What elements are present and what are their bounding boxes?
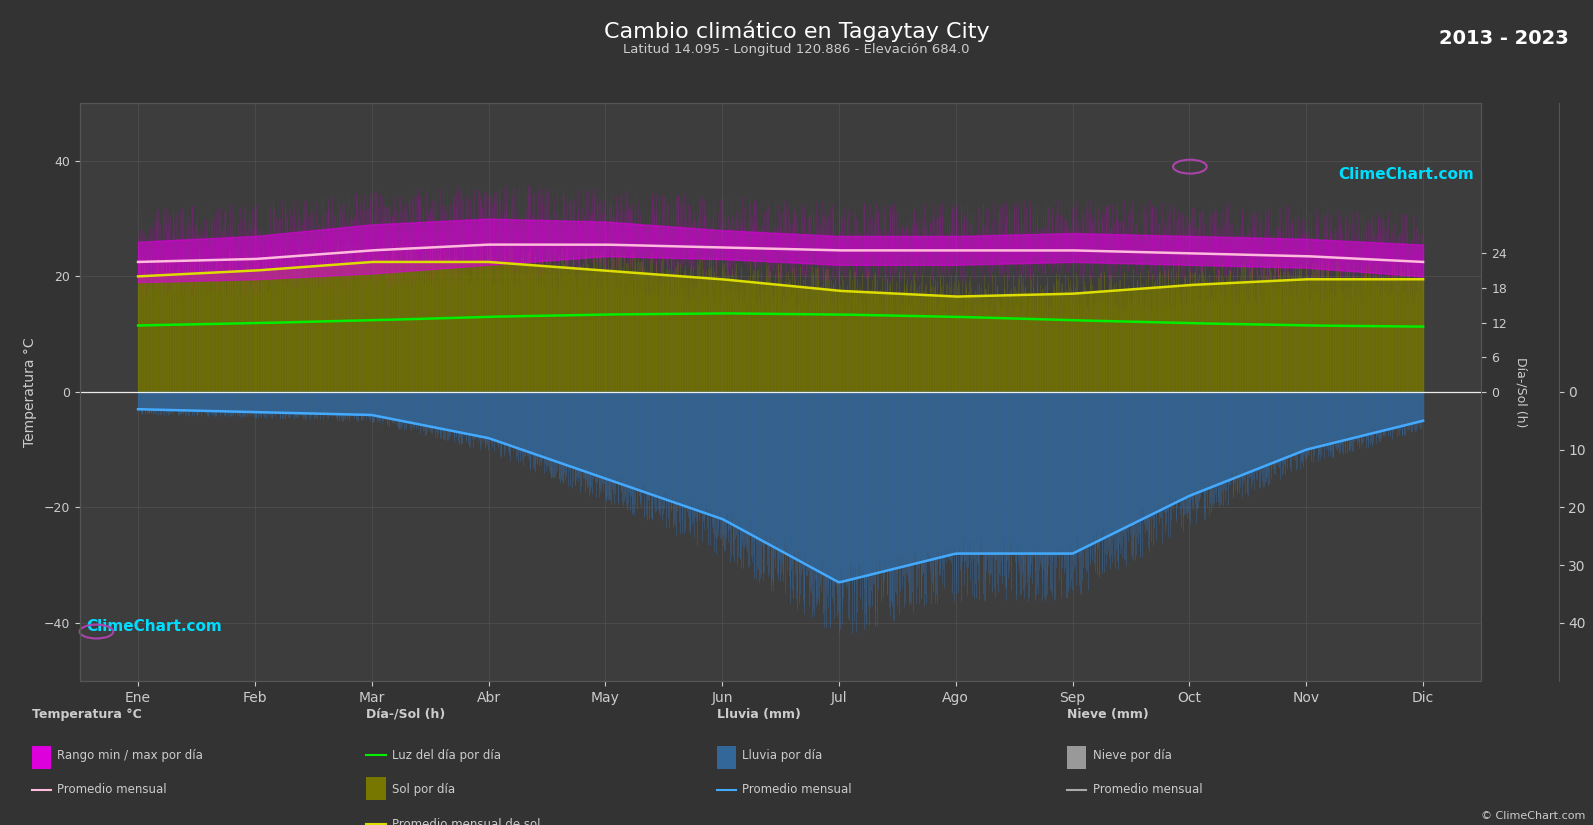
Text: 2013 - 2023: 2013 - 2023 bbox=[1440, 29, 1569, 48]
Text: Luz del día por día: Luz del día por día bbox=[392, 749, 500, 761]
Text: Promedio mensual de sol: Promedio mensual de sol bbox=[392, 818, 540, 825]
Text: Latitud 14.095 - Longitud 120.886 - Elevación 684.0: Latitud 14.095 - Longitud 120.886 - Elev… bbox=[623, 43, 970, 56]
Text: Lluvia por día: Lluvia por día bbox=[742, 749, 822, 761]
Text: Nieve (mm): Nieve (mm) bbox=[1067, 708, 1149, 721]
Text: Sol por día: Sol por día bbox=[392, 784, 456, 796]
Text: ClimeChart.com: ClimeChart.com bbox=[1338, 167, 1475, 182]
Text: Temperatura °C: Temperatura °C bbox=[32, 708, 142, 721]
Text: Cambio climático en Tagaytay City: Cambio climático en Tagaytay City bbox=[604, 21, 989, 42]
Text: Promedio mensual: Promedio mensual bbox=[1093, 784, 1203, 796]
Text: Día-/Sol (h): Día-/Sol (h) bbox=[366, 708, 446, 721]
Text: © ClimeChart.com: © ClimeChart.com bbox=[1480, 811, 1585, 821]
Text: ClimeChart.com: ClimeChart.com bbox=[86, 620, 223, 634]
Y-axis label: Día-/Sol (h): Día-/Sol (h) bbox=[1515, 356, 1528, 427]
Text: Rango min / max por día: Rango min / max por día bbox=[57, 749, 204, 761]
Text: Promedio mensual: Promedio mensual bbox=[742, 784, 852, 796]
Text: Lluvia (mm): Lluvia (mm) bbox=[717, 708, 801, 721]
Text: Nieve por día: Nieve por día bbox=[1093, 749, 1172, 761]
Text: Promedio mensual: Promedio mensual bbox=[57, 784, 167, 796]
Y-axis label: Temperatura °C: Temperatura °C bbox=[22, 337, 37, 446]
